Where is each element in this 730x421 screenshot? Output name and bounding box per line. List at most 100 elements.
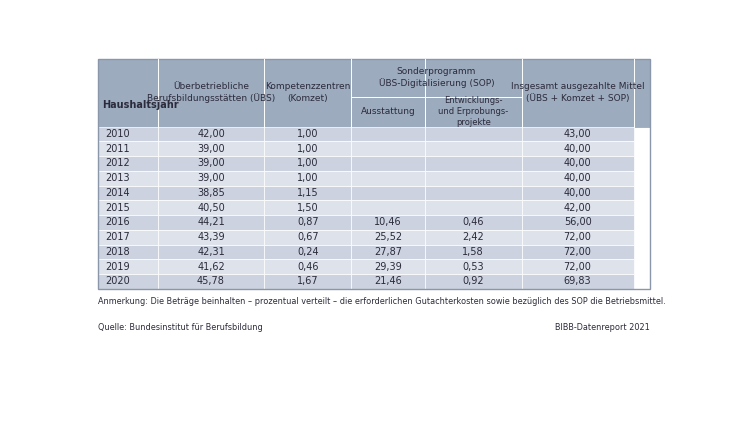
Text: 1,00: 1,00: [297, 173, 318, 183]
Bar: [521, 186, 634, 200]
Bar: [425, 230, 521, 245]
Text: 45,78: 45,78: [197, 277, 225, 286]
Text: 72,00: 72,00: [564, 232, 591, 242]
Text: 40,00: 40,00: [564, 173, 591, 183]
Text: 1,58: 1,58: [462, 247, 484, 257]
Text: Entwicklungs-
und Erprobungs-
projekte: Entwicklungs- und Erprobungs- projekte: [438, 96, 508, 127]
Bar: [158, 259, 264, 274]
Bar: [351, 127, 425, 141]
Bar: [425, 171, 521, 186]
Text: 40,50: 40,50: [197, 203, 225, 213]
Bar: [521, 245, 634, 259]
Bar: [264, 274, 351, 289]
Text: 2010: 2010: [105, 129, 129, 139]
Bar: [521, 171, 634, 186]
Bar: [264, 156, 351, 171]
Text: 2017: 2017: [105, 232, 130, 242]
Text: 2020: 2020: [105, 277, 130, 286]
Text: 41,62: 41,62: [197, 262, 225, 272]
Text: 0,92: 0,92: [462, 277, 484, 286]
Bar: [158, 171, 264, 186]
Bar: [351, 156, 425, 171]
Text: 27,87: 27,87: [374, 247, 402, 257]
Bar: [98, 274, 158, 289]
Text: 2013: 2013: [105, 173, 129, 183]
Bar: [98, 59, 650, 127]
Bar: [425, 215, 521, 230]
Bar: [98, 259, 158, 274]
Text: 1,15: 1,15: [297, 188, 319, 198]
Bar: [521, 127, 634, 141]
Bar: [158, 230, 264, 245]
Text: Quelle: Bundesinstitut für Berufsbildung: Quelle: Bundesinstitut für Berufsbildung: [98, 323, 263, 332]
Text: 0,53: 0,53: [462, 262, 484, 272]
Text: 0,24: 0,24: [297, 247, 319, 257]
Bar: [264, 141, 351, 156]
Text: 2,42: 2,42: [462, 232, 484, 242]
Text: 1,50: 1,50: [297, 203, 319, 213]
Bar: [158, 215, 264, 230]
Text: 39,00: 39,00: [197, 158, 225, 168]
Text: 0,67: 0,67: [297, 232, 319, 242]
Text: 2011: 2011: [105, 144, 129, 154]
Bar: [98, 230, 158, 245]
Text: 2018: 2018: [105, 247, 129, 257]
Text: BIBB-Datenreport 2021: BIBB-Datenreport 2021: [556, 323, 650, 332]
Text: 43,39: 43,39: [197, 232, 225, 242]
Bar: [158, 156, 264, 171]
Bar: [98, 186, 158, 200]
Text: 72,00: 72,00: [564, 247, 591, 257]
Bar: [351, 245, 425, 259]
Bar: [264, 200, 351, 215]
Bar: [264, 171, 351, 186]
Bar: [425, 186, 521, 200]
Text: 1,00: 1,00: [297, 129, 318, 139]
Text: 2014: 2014: [105, 188, 129, 198]
Text: 44,21: 44,21: [197, 217, 225, 227]
Text: 40,00: 40,00: [564, 158, 591, 168]
Bar: [98, 59, 650, 289]
Bar: [158, 245, 264, 259]
Text: 2015: 2015: [105, 203, 130, 213]
Text: Haushaltsjahr: Haushaltsjahr: [102, 100, 179, 110]
Text: 42,31: 42,31: [197, 247, 225, 257]
Bar: [521, 156, 634, 171]
Bar: [521, 274, 634, 289]
Text: 1,00: 1,00: [297, 144, 318, 154]
Bar: [98, 127, 158, 141]
Bar: [158, 186, 264, 200]
Bar: [425, 156, 521, 171]
Bar: [98, 200, 158, 215]
Text: 40,00: 40,00: [564, 188, 591, 198]
Bar: [521, 215, 634, 230]
Bar: [521, 259, 634, 274]
Text: Anmerkung: Die Beträge beinhalten – prozentual verteilt – die erforderlichen Gut: Anmerkung: Die Beträge beinhalten – proz…: [98, 297, 666, 306]
Bar: [98, 171, 158, 186]
Text: 1,67: 1,67: [297, 277, 319, 286]
Bar: [158, 274, 264, 289]
Text: 0,46: 0,46: [297, 262, 318, 272]
Text: 0,46: 0,46: [463, 217, 484, 227]
Bar: [521, 141, 634, 156]
Bar: [425, 274, 521, 289]
Bar: [98, 141, 158, 156]
Bar: [425, 141, 521, 156]
Bar: [158, 127, 264, 141]
Text: Sonderprogramm
ÜBS-Digitalisierung (SOP): Sonderprogramm ÜBS-Digitalisierung (SOP): [379, 67, 494, 88]
Bar: [351, 230, 425, 245]
Bar: [351, 259, 425, 274]
Bar: [98, 156, 158, 171]
Text: 39,00: 39,00: [197, 144, 225, 154]
Text: 69,83: 69,83: [564, 277, 591, 286]
Text: 38,85: 38,85: [197, 188, 225, 198]
Text: 2019: 2019: [105, 262, 129, 272]
Bar: [264, 230, 351, 245]
Text: 39,00: 39,00: [197, 173, 225, 183]
Bar: [351, 274, 425, 289]
Bar: [351, 200, 425, 215]
Bar: [98, 245, 158, 259]
Bar: [264, 215, 351, 230]
Text: Ausstattung: Ausstattung: [361, 107, 415, 116]
Bar: [158, 200, 264, 215]
Text: 10,46: 10,46: [374, 217, 402, 227]
